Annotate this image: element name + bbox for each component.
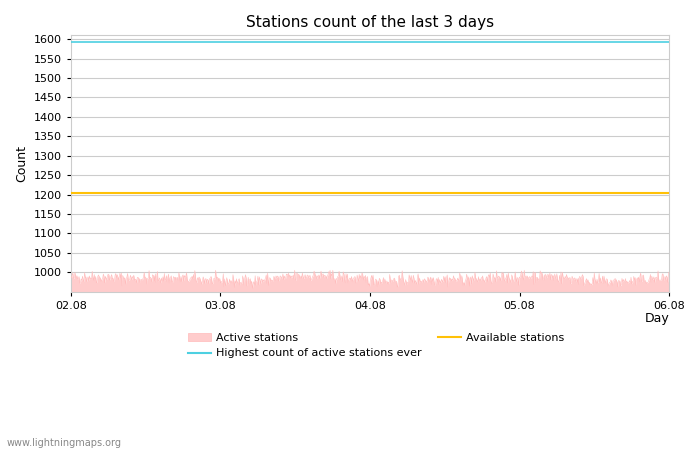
Title: Stations count of the last 3 days: Stations count of the last 3 days xyxy=(246,15,494,30)
Y-axis label: Count: Count xyxy=(15,145,28,182)
Text: Day: Day xyxy=(645,312,669,325)
Text: www.lightningmaps.org: www.lightningmaps.org xyxy=(7,438,122,448)
Legend: Active stations, Highest count of active stations ever, Available stations: Active stations, Highest count of active… xyxy=(184,328,569,363)
